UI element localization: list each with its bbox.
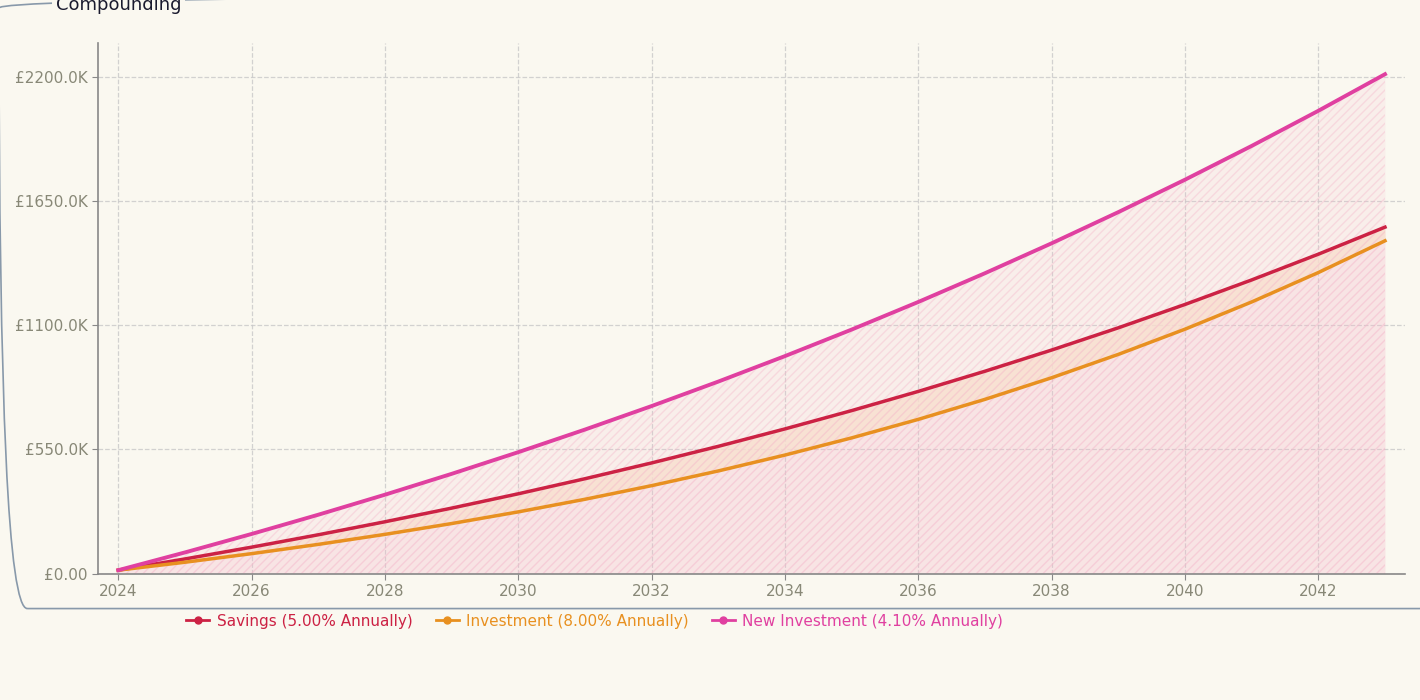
New Investment (4.10% Annually) [1309,106,1326,115]
Savings (5.00% Annually) [243,543,260,552]
Investment (8.00% Annually) [1242,298,1260,306]
Savings (5.00% Annually) [1242,276,1260,284]
Savings (5.00% Annually) [176,555,193,564]
New Investment (4.10% Annually) [376,491,393,499]
New Investment (4.10% Annually) [510,448,527,456]
New Investment (4.10% Annually) [1376,70,1393,78]
Savings (5.00% Annually) [310,531,327,539]
New Investment (4.10% Annually) [643,402,660,410]
Savings (5.00% Annually) [1309,250,1326,258]
Investment (8.00% Annually) [977,395,994,404]
Savings (5.00% Annually) [843,407,861,415]
Savings (5.00% Annually) [1110,323,1127,332]
Savings (5.00% Annually) [510,489,527,498]
Savings (5.00% Annually) [777,425,794,433]
Investment (8.00% Annually) [643,482,660,490]
Investment (8.00% Annually) [310,540,327,549]
Savings (5.00% Annually) [977,367,994,375]
New Investment (4.10% Annually) [1110,208,1127,216]
Investment (8.00% Annually) [843,434,861,442]
New Investment (4.10% Annually) [109,566,126,575]
Savings (5.00% Annually) [643,458,660,467]
New Investment (4.10% Annually) [443,470,460,478]
Investment (8.00% Annually) [376,530,393,538]
Investment (8.00% Annually) [176,558,193,566]
Line: New Investment (4.10% Annually): New Investment (4.10% Annually) [118,74,1384,570]
New Investment (4.10% Annually) [1177,176,1194,184]
New Investment (4.10% Annually) [176,548,193,556]
Savings (5.00% Annually) [1044,346,1061,354]
New Investment (4.10% Annually) [843,326,861,334]
Savings (5.00% Annually) [443,504,460,512]
Investment (8.00% Annually) [443,519,460,528]
New Investment (4.10% Annually) [977,269,994,277]
New Investment (4.10% Annually) [310,510,327,519]
Investment (8.00% Annually) [1309,268,1326,277]
Savings (5.00% Annually) [109,566,126,575]
New Investment (4.10% Annually) [1242,141,1260,150]
Investment (8.00% Annually) [777,451,794,459]
New Investment (4.10% Annually) [777,352,794,361]
Savings (5.00% Annually) [376,517,393,526]
Investment (8.00% Annually) [243,550,260,558]
Savings (5.00% Annually) [1177,300,1194,309]
Investment (8.00% Annually) [510,508,527,516]
Investment (8.00% Annually) [1376,237,1393,245]
Line: Savings (5.00% Annually): Savings (5.00% Annually) [118,228,1384,570]
New Investment (4.10% Annually) [910,298,927,306]
Investment (8.00% Annually) [1044,374,1061,382]
Investment (8.00% Annually) [1177,325,1194,333]
Investment (8.00% Annually) [1110,350,1127,358]
New Investment (4.10% Annually) [243,530,260,538]
New Investment (4.10% Annually) [577,426,594,434]
Investment (8.00% Annually) [710,467,727,475]
Savings (5.00% Annually) [1376,223,1393,232]
New Investment (4.10% Annually) [1044,239,1061,248]
New Investment (4.10% Annually) [710,377,727,386]
Investment (8.00% Annually) [109,566,126,575]
Savings (5.00% Annually) [577,475,594,483]
Investment (8.00% Annually) [910,415,927,424]
Line: Investment (8.00% Annually): Investment (8.00% Annually) [118,241,1384,570]
Savings (5.00% Annually) [710,442,727,451]
Investment (8.00% Annually) [577,495,594,503]
Text: Compounding: Compounding [55,0,182,13]
Legend: Savings (5.00% Annually), Investment (8.00% Annually), New Investment (4.10% Ann: Savings (5.00% Annually), Investment (8.… [180,608,1010,635]
Savings (5.00% Annually) [910,387,927,395]
